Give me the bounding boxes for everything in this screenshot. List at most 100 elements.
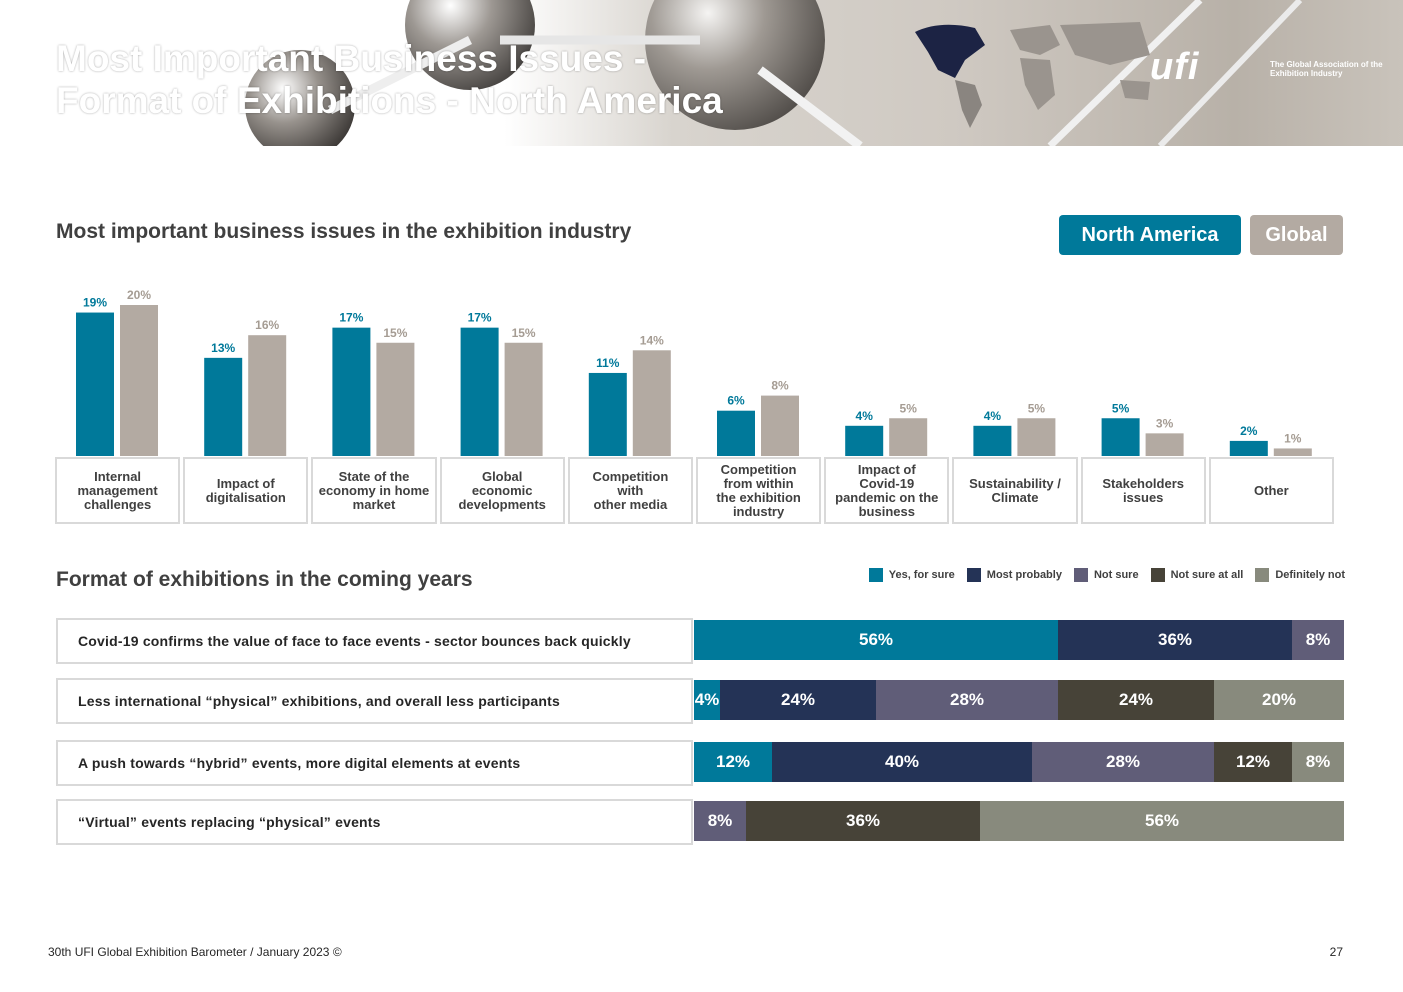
slide-title-line2: Format of Exhibitions - North America [56, 80, 723, 121]
bar-value-label: 5% [1028, 401, 1046, 415]
bar-value-label: 4% [856, 409, 874, 423]
bar-value-label: 17% [339, 311, 363, 325]
category-label-2: State of the economy in home market [311, 457, 437, 524]
bar-north-america-1 [204, 357, 243, 456]
bar-north-america-0 [76, 312, 114, 456]
stacked-segment-3-3: 36% [746, 801, 980, 841]
legend-swatch [1073, 568, 1088, 582]
bar-north-america-5 [717, 410, 755, 456]
stacked-segment-0-2: 8% [1292, 620, 1344, 660]
stacked-segment-1-1: 24% [720, 680, 876, 720]
stacked-segment-2-3: 12% [1214, 742, 1292, 782]
legend-label: Not sure [1093, 569, 1139, 581]
stacked-segment-2-1: 40% [772, 742, 1032, 782]
bar-value-label: 17% [468, 311, 492, 325]
stacked-row-label-3: “Virtual” events replacing “physical” ev… [56, 799, 693, 845]
bar-global-4 [632, 350, 671, 456]
legend-item-3: Not sure at all [1150, 568, 1244, 582]
stacked-segment-3-4: 56% [980, 801, 1344, 841]
toggle-global-button[interactable]: Global [1250, 215, 1343, 255]
category-label-5: Competition from within the exhibition i… [696, 457, 822, 524]
bar-north-america-6 [845, 425, 884, 456]
category-label-7: Sustainability / Climate [952, 457, 1078, 524]
legend-label: Not sure at all [1170, 569, 1244, 581]
legend-swatch [868, 568, 883, 582]
bar-north-america-2 [332, 327, 371, 456]
legend-swatch [1150, 568, 1165, 582]
category-label-8: Stakeholders issues [1080, 457, 1206, 524]
bar-global-0 [120, 305, 158, 456]
legend-swatch [966, 568, 981, 582]
bar-value-label: 15% [512, 326, 536, 340]
legend-item-2: Not sure [1073, 568, 1139, 582]
header-banner: Most Important Business Issues - Format … [0, 0, 1403, 146]
stacked-segment-1-0: 4% [694, 680, 720, 720]
category-label-6: Impact of Covid-19 pandemic on the busin… [824, 457, 950, 524]
bar-value-label: 5% [900, 401, 918, 415]
legend-label: Yes, for sure [888, 569, 955, 581]
stacked-chart-title: Format of exhibitions in the coming year… [56, 568, 473, 591]
category-label-0: Internal management challenges [55, 457, 181, 524]
category-label-4: Competition with other media [567, 457, 693, 524]
stacked-legend: Yes, for sure Most probably Not sure Not su… [868, 568, 1345, 582]
stacked-segment-1-2: 28% [876, 680, 1058, 720]
stacked-segment-1-3: 24% [1058, 680, 1214, 720]
bar-value-label: 2% [1240, 424, 1258, 438]
bar-value-label: 20% [127, 288, 151, 302]
stacked-segment-0-1: 36% [1058, 620, 1292, 660]
bar-north-america-9 [1229, 440, 1268, 456]
bar-value-label: 15% [383, 326, 407, 340]
footer-source: 30th UFI Global Exhibition Barometer / J… [48, 945, 342, 959]
slide-title-line1: Most Important Business Issues - [56, 38, 647, 79]
bar-value-label: 11% [596, 356, 620, 370]
bar-value-label: 3% [1156, 416, 1174, 430]
category-label-3: Global economic developments [439, 457, 565, 524]
bar-global-3 [504, 342, 543, 456]
bar-value-label: 16% [255, 318, 279, 332]
bar-global-8 [1145, 433, 1184, 456]
bar-north-america-4 [588, 372, 627, 456]
legend-item-1: Most probably [966, 568, 1062, 582]
stacked-row-label-0: Covid-19 confirms the value of face to f… [56, 618, 693, 664]
bar-value-label: 1% [1284, 431, 1302, 445]
bar-global-6 [889, 418, 928, 456]
banner-image [245, 0, 1403, 146]
bar-global-5 [761, 395, 799, 456]
bar-value-label: 19% [83, 296, 107, 310]
stacked-segment-1-4: 20% [1214, 680, 1344, 720]
bar-chart-title: Most important business issues in the ex… [56, 220, 632, 243]
bar-global-9 [1273, 448, 1312, 456]
stacked-segment-0-0: 56% [694, 620, 1058, 660]
ufi-logo-subtitle: The Global Association of the Exhibition… [1270, 60, 1383, 78]
bar-chart: 19% 20% 13% 16% 17% 15% 17% 15% 11% 14% 6% 8% 4% 5% 4%… [76, 288, 1312, 456]
stacked-row-label-2: A push towards “hybrid” events, more dig… [56, 740, 693, 786]
bar-global-2 [376, 342, 415, 456]
bar-value-label: 4% [984, 409, 1002, 423]
legend-swatch [1255, 568, 1270, 582]
stacked-segment-2-2: 28% [1032, 742, 1214, 782]
legend-label: Definitely not [1275, 569, 1345, 581]
stacked-segment-2-0: 12% [694, 742, 772, 782]
legend-label: Most probably [986, 569, 1062, 581]
bar-value-label: 6% [727, 394, 745, 408]
legend-item-0: Yes, for sure [868, 568, 955, 582]
bar-north-america-3 [460, 327, 499, 456]
category-label-1: Impact of digitalisation [183, 457, 309, 524]
page-number: 27 [1329, 945, 1343, 959]
stacked-row-label-1: Less international “physical” exhibition… [56, 678, 693, 724]
ufi-logo-mark: ufi [1150, 46, 1200, 88]
stacked-segment-2-4: 8% [1292, 742, 1344, 782]
toggle-north-america-button[interactable]: North America [1059, 215, 1241, 255]
bar-global-7 [1017, 418, 1056, 456]
bar-value-label: 5% [1112, 401, 1130, 415]
category-label-9: Other [1208, 457, 1334, 524]
bar-value-label: 14% [640, 333, 664, 347]
bar-global-1 [248, 335, 287, 456]
legend-item-4: Definitely not [1255, 568, 1345, 582]
bar-north-america-7 [973, 425, 1012, 456]
stacked-segment-3-2: 8% [694, 801, 746, 841]
bar-north-america-8 [1101, 418, 1140, 456]
slide-title: Most Important Business Issues - Format … [56, 38, 816, 122]
bar-value-label: 8% [771, 379, 789, 393]
bar-value-label: 13% [211, 341, 235, 355]
